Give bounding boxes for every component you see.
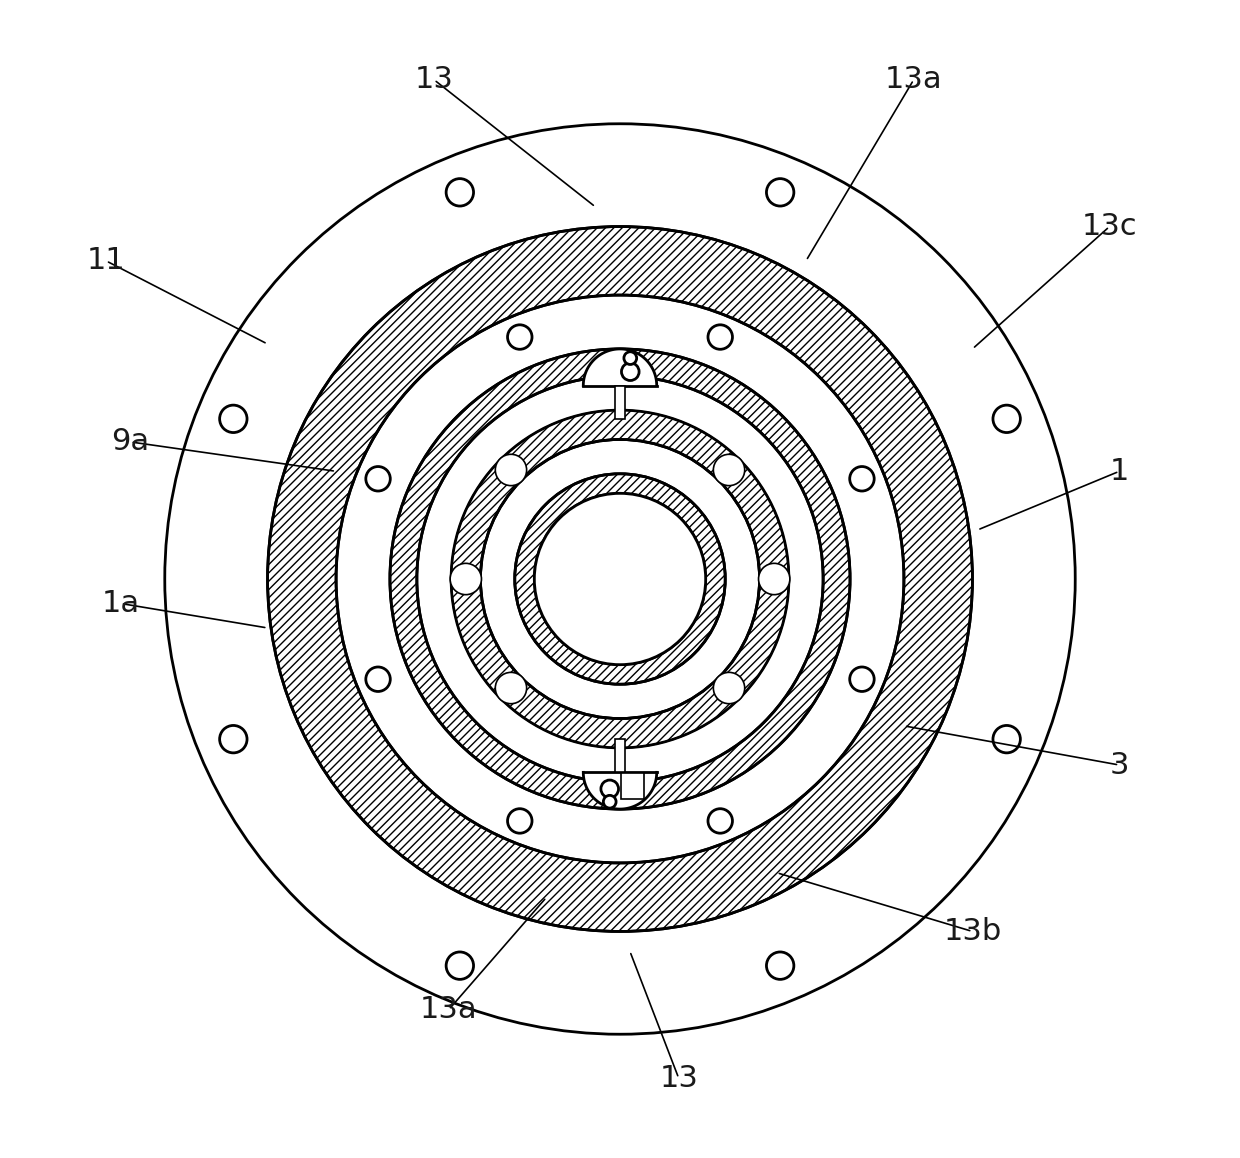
Circle shape [495, 454, 527, 485]
Bar [615, 386, 625, 419]
Circle shape [993, 725, 1021, 753]
Circle shape [993, 405, 1021, 433]
Text: 11: 11 [87, 247, 125, 276]
Circle shape [219, 725, 247, 753]
Circle shape [766, 178, 794, 206]
Circle shape [713, 673, 745, 704]
Circle shape [165, 124, 1075, 1034]
Polygon shape [583, 349, 657, 386]
Circle shape [507, 808, 532, 834]
Text: 13a: 13a [420, 995, 477, 1025]
Text: 13: 13 [414, 65, 454, 94]
Circle shape [708, 324, 733, 350]
Text: 1: 1 [1110, 456, 1128, 486]
Text: 13a: 13a [885, 65, 942, 94]
Circle shape [713, 454, 745, 485]
Circle shape [219, 405, 247, 433]
Circle shape [849, 467, 874, 491]
Text: 13c: 13c [1081, 212, 1137, 241]
Circle shape [766, 952, 794, 980]
Circle shape [601, 780, 619, 798]
Circle shape [366, 467, 391, 491]
Circle shape [624, 352, 636, 365]
Text: 13b: 13b [944, 917, 1002, 946]
Circle shape [708, 808, 733, 834]
Circle shape [759, 563, 790, 595]
Text: 13: 13 [660, 1064, 698, 1093]
Text: 1a: 1a [102, 589, 140, 618]
Bar [621, 774, 645, 799]
Circle shape [849, 667, 874, 691]
Circle shape [507, 324, 532, 350]
Circle shape [534, 493, 706, 665]
Circle shape [366, 667, 391, 691]
Circle shape [450, 563, 481, 595]
Circle shape [604, 796, 616, 808]
Text: 3: 3 [1110, 750, 1130, 779]
Circle shape [446, 178, 474, 206]
Bar [615, 739, 625, 772]
Circle shape [446, 952, 474, 980]
Circle shape [621, 362, 639, 381]
Circle shape [495, 673, 527, 704]
Polygon shape [583, 772, 657, 809]
Text: 9a: 9a [112, 427, 150, 456]
